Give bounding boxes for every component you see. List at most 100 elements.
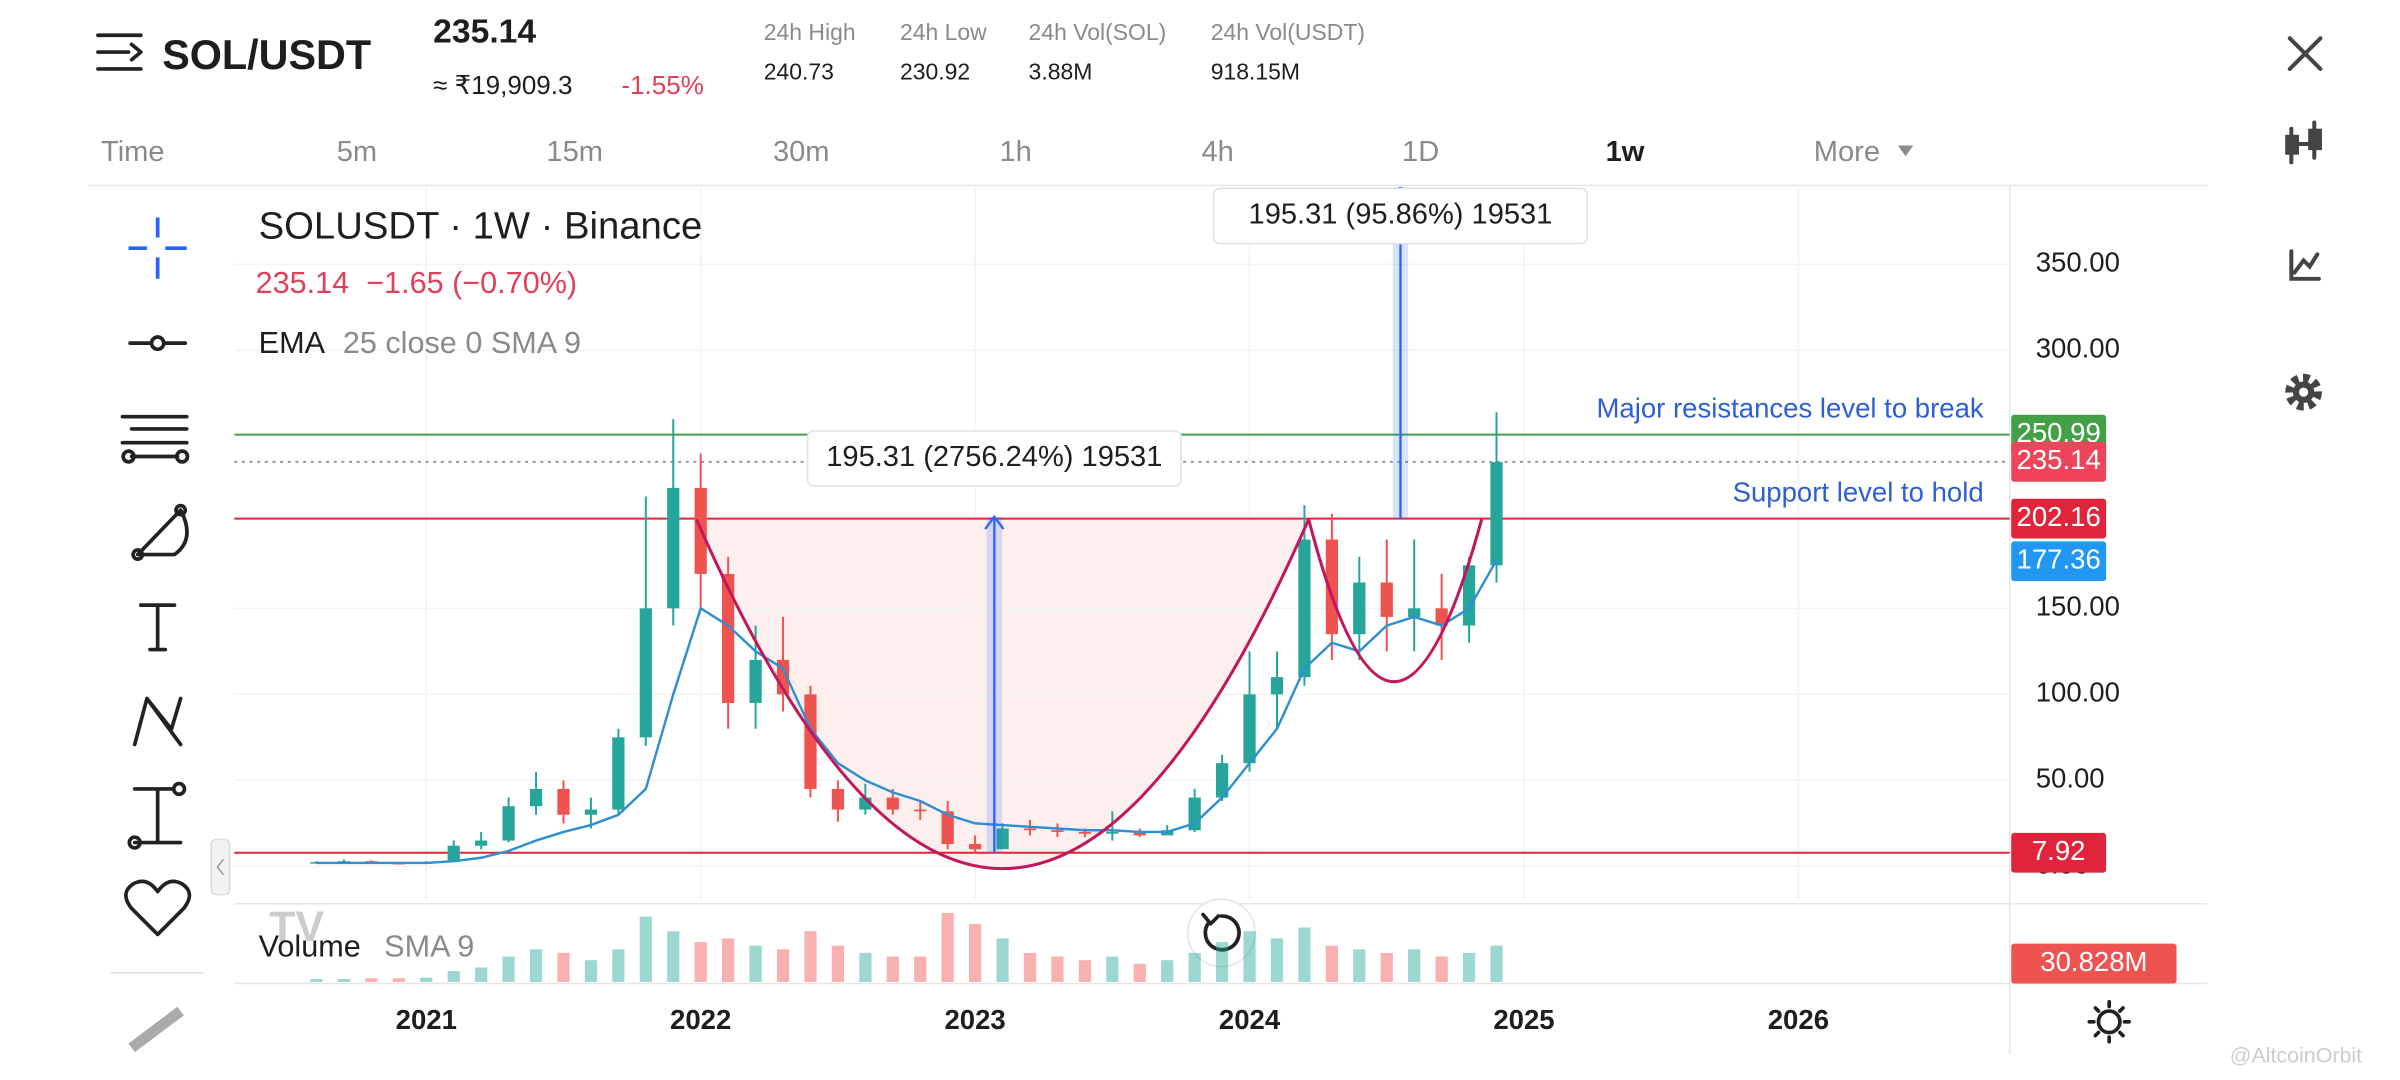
- x-tick-label: 2021: [396, 1004, 457, 1035]
- volume-bar: [447, 971, 460, 982]
- candle-body: [749, 659, 762, 703]
- theme-icon[interactable]: [2087, 1000, 2131, 1044]
- candle-body: [886, 797, 899, 810]
- volume-bar: [776, 949, 790, 982]
- volume-bar: [914, 956, 927, 982]
- tv-logo: TV: [269, 903, 324, 951]
- x-tick-label: 2024: [1219, 1004, 1281, 1035]
- candle-body: [722, 573, 735, 703]
- crosshair-tool[interactable]: [128, 217, 187, 279]
- timeframe[interactable]: More: [1814, 136, 1880, 168]
- volume-bar: [1353, 949, 1366, 982]
- volume-bar: [1078, 960, 1092, 982]
- volume-bar: [1188, 952, 1201, 982]
- line-tool[interactable]: [128, 335, 188, 352]
- stat-label: 24h Vol(USDT): [1211, 19, 1365, 45]
- candle-body: [1353, 582, 1366, 635]
- volume-bar: [1243, 931, 1256, 982]
- menu-icon[interactable]: [96, 33, 143, 71]
- candle-body: [1106, 831, 1119, 834]
- close-button[interactable]: [2287, 36, 2323, 71]
- price-label: 202.16: [2017, 501, 2101, 532]
- price-label-box: [2011, 541, 2107, 582]
- candle-body: [996, 828, 1009, 850]
- volume-bar: [1490, 945, 1503, 982]
- ema-line: [316, 559, 1498, 865]
- timeframe[interactable]: 15m: [546, 136, 603, 168]
- volume-bar: [337, 979, 351, 982]
- volume-bar: [1023, 952, 1037, 982]
- volume-bar: [310, 979, 323, 982]
- price-label: 177.36: [2017, 544, 2101, 575]
- reset-button[interactable]: [1186, 898, 1256, 968]
- volume-bar: [502, 956, 515, 982]
- volume-bar: [1106, 956, 1119, 982]
- pattern-tool[interactable]: [132, 696, 183, 747]
- volume-bar: [886, 956, 899, 982]
- candle-body: [1023, 828, 1037, 831]
- price-label-box: [2011, 498, 2107, 539]
- measure-tool[interactable]: [127, 781, 187, 850]
- price: 235.14: [433, 14, 536, 51]
- candle-body: [557, 788, 570, 815]
- dropdown-arrow: [1897, 145, 1914, 157]
- candle-body: [1133, 831, 1146, 836]
- favorite-tool[interactable]: [124, 879, 192, 937]
- collapse-handle[interactable]: [210, 838, 231, 896]
- settings-icon[interactable]: [2285, 373, 2322, 411]
- watermark: @AltcoinOrbit: [2230, 1044, 2362, 1068]
- collapse-arrow: [216, 858, 225, 876]
- change: -1.55%: [621, 70, 703, 100]
- fib-tool[interactable]: [120, 414, 190, 464]
- stat-value: 240.73: [764, 59, 834, 85]
- timeframe[interactable]: Time: [101, 136, 165, 168]
- stat-value: 230.92: [900, 59, 970, 85]
- timeframe[interactable]: 1h: [999, 136, 1031, 168]
- volume-bar: [584, 960, 598, 982]
- chart-type-icon[interactable]: [2285, 120, 2322, 165]
- stat-label: 24h High: [764, 19, 856, 45]
- timeframe[interactable]: 1w: [1606, 136, 1645, 168]
- x-tick-label: 2022: [670, 1004, 731, 1035]
- volume-bar: [1380, 952, 1393, 982]
- pair: SOL/USDT: [162, 32, 371, 78]
- timeframe[interactable]: 5m: [337, 136, 377, 168]
- price-line: 235.14 −1.65 (−0.70%): [256, 266, 578, 300]
- candle-body: [1435, 608, 1448, 626]
- annotation: Major resistances level to break: [1596, 392, 1983, 423]
- volume-bar: [1435, 956, 1448, 982]
- candle-body: [914, 809, 927, 812]
- volume-bar: [529, 949, 543, 982]
- timeframe[interactable]: 30m: [773, 136, 830, 168]
- candle-body: [612, 737, 625, 810]
- candle-body: [1325, 539, 1338, 635]
- measure-label-box: [1212, 187, 1588, 245]
- toolbar: [110, 217, 231, 1053]
- stat-value: 918.15M: [1211, 59, 1300, 85]
- volume-params: SMA 9: [384, 929, 474, 963]
- indicator-icon[interactable]: [2289, 249, 2321, 281]
- price-label-box: [2011, 832, 2107, 873]
- volume-bar: [1161, 960, 1174, 982]
- brush-tool[interactable]: [131, 503, 189, 561]
- text-tool[interactable]: [138, 603, 177, 652]
- ruler-tool[interactable]: [128, 1006, 184, 1053]
- stat-value: 3.88M: [1029, 59, 1093, 85]
- candle-body: [475, 840, 488, 846]
- candle-body: [941, 811, 954, 845]
- timeframe[interactable]: 1D: [1402, 136, 1439, 168]
- y-tick-label: 300.00: [2036, 333, 2120, 364]
- candle-body: [529, 788, 543, 807]
- price-label-box: [2011, 441, 2107, 482]
- volume-bar: [749, 945, 762, 982]
- volume-bar: [612, 949, 625, 982]
- timeframe[interactable]: 4h: [1202, 136, 1234, 168]
- candle-body: [502, 806, 515, 841]
- volume-bar: [1298, 927, 1311, 982]
- volume-bar: [969, 923, 982, 982]
- volume-bar: [1270, 938, 1284, 982]
- cup-curve: [695, 518, 1484, 870]
- x-tick-label: 2026: [1768, 1004, 1829, 1035]
